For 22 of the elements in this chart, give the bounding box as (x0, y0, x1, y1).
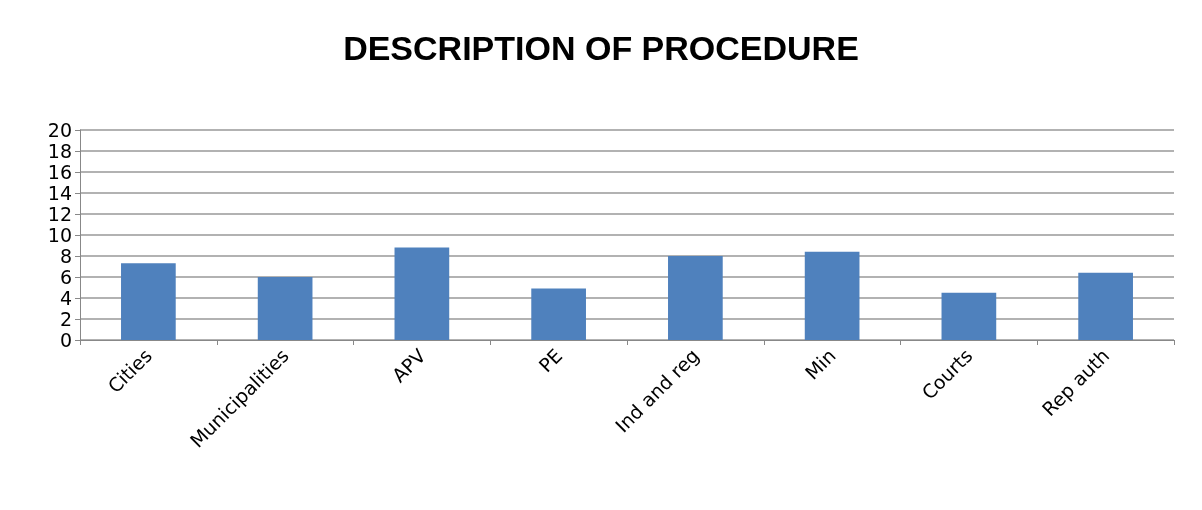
bar (941, 292, 997, 340)
y-tick-label: 20 (47, 119, 72, 141)
bar (121, 263, 176, 340)
bar (257, 277, 313, 340)
y-tick-label: 16 (47, 161, 72, 183)
y-tick-label: 2 (59, 308, 72, 330)
y-tick-label: 0 (59, 329, 72, 351)
y-tick-label: 14 (47, 182, 72, 204)
y-tick-label: 6 (59, 266, 72, 288)
y-tick-label: 18 (47, 140, 72, 162)
x-tick-label: Min (800, 344, 840, 384)
x-tick-label: PE (534, 344, 567, 377)
bar (668, 256, 723, 340)
bar (804, 251, 860, 340)
y-tick-label: 10 (47, 224, 72, 246)
chart-title: DESCRIPTION OF PROCEDURE (343, 29, 859, 67)
y-tick-label: 4 (59, 287, 72, 309)
bar (531, 288, 586, 340)
y-tick-label: 8 (59, 245, 72, 267)
bar (1078, 272, 1133, 340)
bar (394, 247, 450, 340)
y-tick-label: 12 (47, 203, 72, 225)
